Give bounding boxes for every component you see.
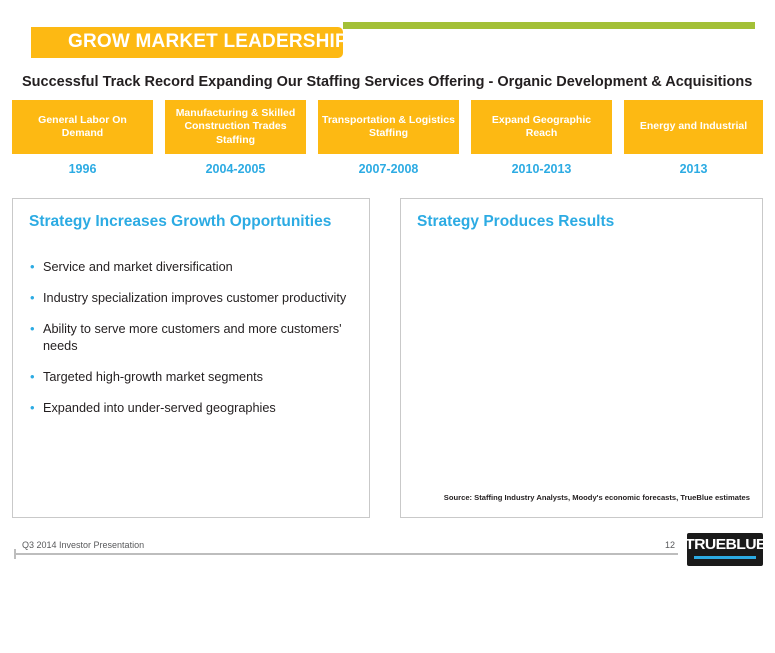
list-item: Targeted high-growth market segments: [29, 368, 359, 386]
list-item: Ability to serve more customers and more…: [29, 320, 359, 355]
timeline-box-label: Energy and Industrial: [624, 100, 763, 154]
footer-tick-mark: [14, 549, 16, 559]
page-number: 12: [664, 540, 675, 550]
right-panel-heading: Strategy Produces Results: [417, 213, 615, 230]
list-item: Service and market diversification: [29, 258, 359, 276]
list-item: Industry specialization improves custome…: [29, 289, 359, 307]
left-panel-heading: Strategy Increases Growth Opportunities: [29, 213, 332, 230]
timeline-item: Manufacturing & Skilled Construction Tra…: [165, 100, 306, 176]
timeline: General Labor On Demand 1996 Manufacturi…: [12, 100, 763, 180]
logo-wordmark: TRUEBLUE: [685, 536, 766, 553]
page-title: GROW MARKET LEADERSHIP: [68, 31, 348, 52]
timeline-year: 2013: [679, 162, 708, 176]
timeline-item: Transportation & Logistics Staffing 2007…: [318, 100, 459, 176]
timeline-year: 2004-2005: [205, 162, 266, 176]
slide-subtitle: Successful Track Record Expanding Our St…: [22, 74, 753, 90]
footer-label: Q3 2014 Investor Presentation: [22, 540, 145, 550]
timeline-box-label: General Labor On Demand: [12, 100, 153, 154]
timeline-item: Energy and Industrial 2013: [624, 100, 763, 176]
footer-divider: [14, 553, 678, 555]
timeline-year: 2010-2013: [511, 162, 572, 176]
timeline-year: 1996: [68, 162, 97, 176]
strategy-opportunities-panel: Strategy Increases Growth Opportunities …: [12, 198, 370, 518]
timeline-box-label: Transportation & Logistics Staffing: [318, 100, 459, 154]
timeline-item: Expand Geographic Reach 2010-2013: [471, 100, 612, 176]
source-note: Source: Staffing Industry Analysts, Mood…: [443, 493, 750, 502]
timeline-year: 2007-2008: [358, 162, 419, 176]
trueblue-logo: TRUEBLUE: [685, 533, 766, 566]
timeline-box-label: Manufacturing & Skilled Construction Tra…: [165, 100, 306, 154]
opportunities-bullet-list: Service and market diversification Indus…: [29, 258, 359, 431]
strategy-results-panel: Strategy Produces Results 13% CAGR TrueB…: [400, 198, 763, 518]
slide-title-chip: GROW MARKET LEADERSHIP: [31, 27, 348, 58]
header-green-rule: [343, 22, 755, 29]
logo-underline-bar: [694, 556, 756, 559]
timeline-item: General Labor On Demand 1996: [12, 100, 153, 176]
timeline-box-label: Expand Geographic Reach: [471, 100, 612, 154]
list-item: Expanded into under-served geographies: [29, 399, 359, 417]
